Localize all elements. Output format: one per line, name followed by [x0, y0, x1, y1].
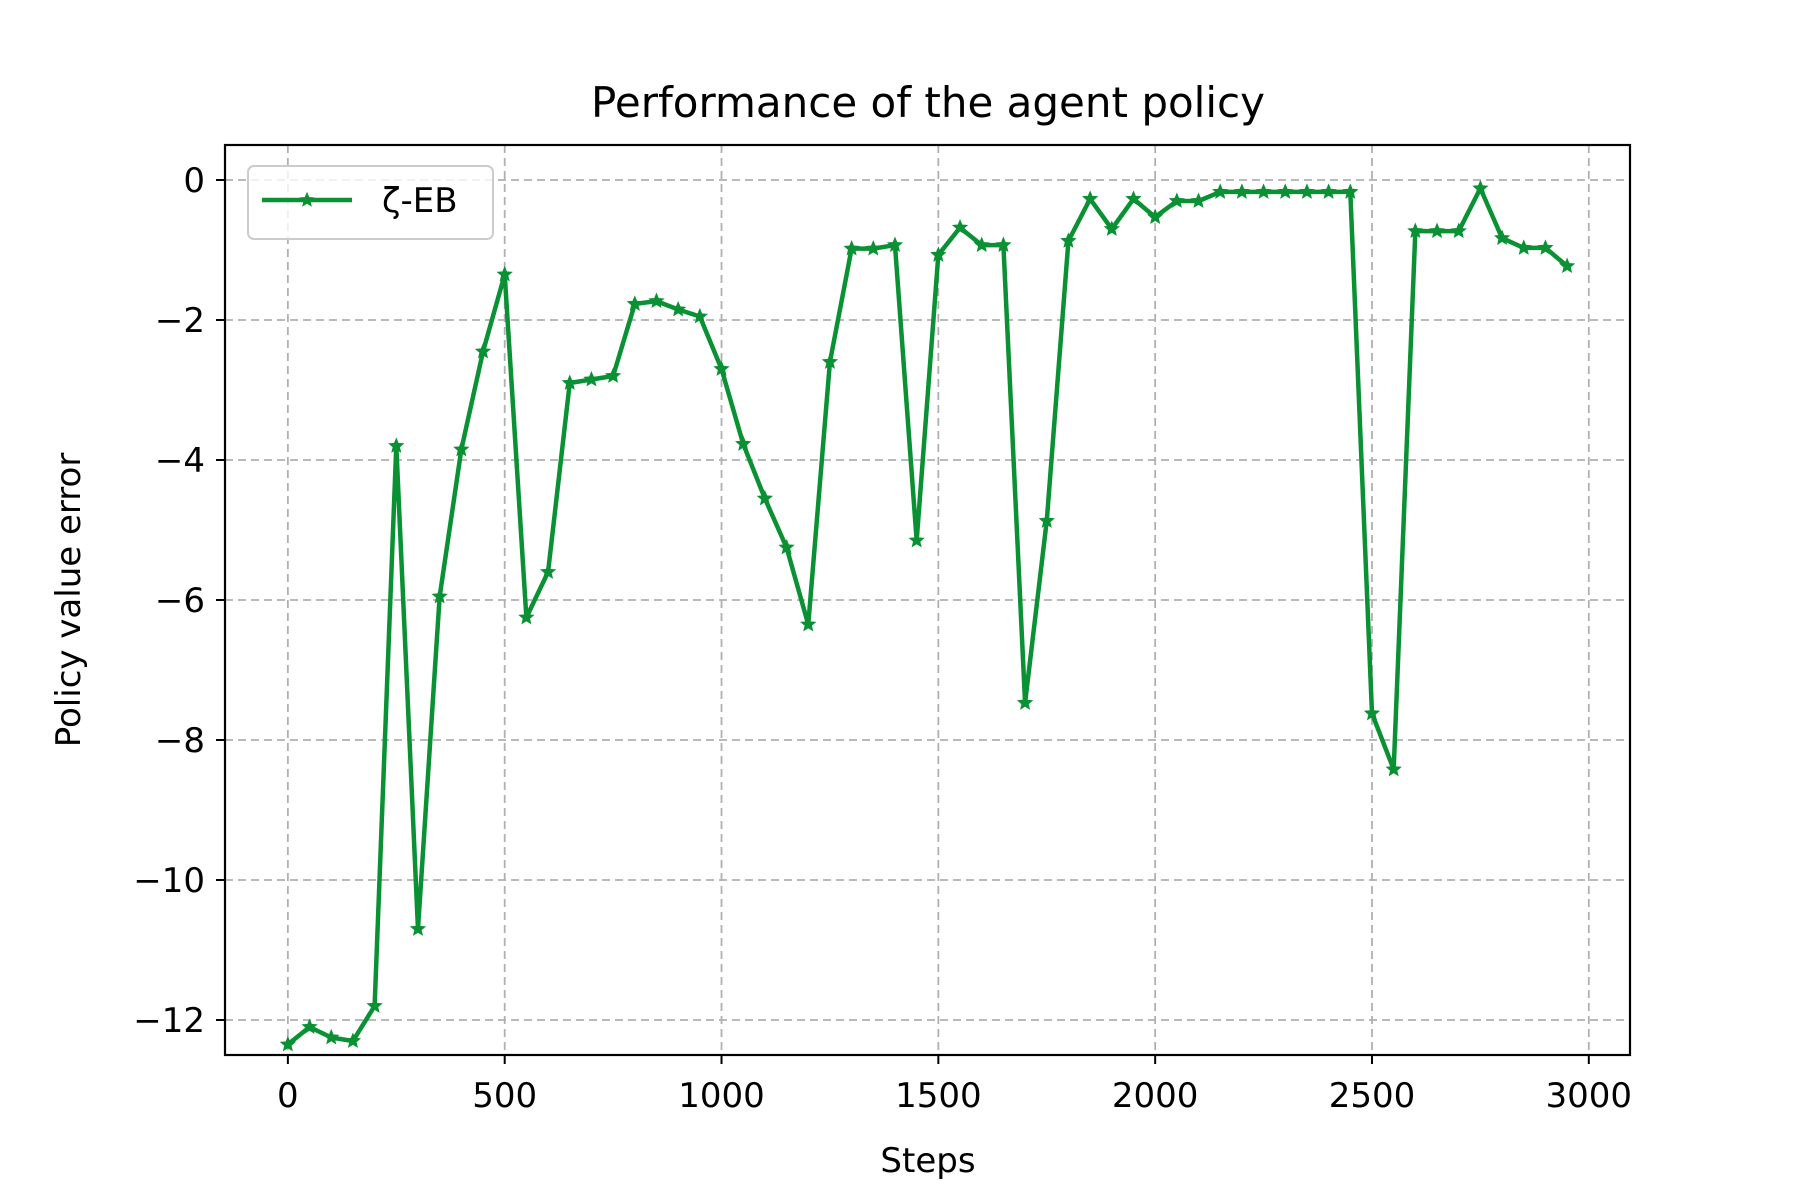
y-tick-label: 0	[183, 161, 205, 201]
data-point	[1168, 192, 1185, 208]
data-point	[778, 538, 795, 555]
data-point	[865, 240, 882, 256]
data-point	[518, 608, 535, 625]
data-point	[431, 587, 448, 604]
data-point	[1190, 192, 1207, 208]
data-point	[1103, 220, 1120, 236]
data-point	[1147, 208, 1164, 225]
data-point	[1450, 222, 1467, 239]
data-point	[1233, 183, 1251, 199]
data-point	[1320, 183, 1337, 199]
data-point	[1298, 183, 1316, 199]
chart-title: Performance of the agent policy	[591, 78, 1265, 127]
data-point	[604, 367, 622, 383]
data-point	[388, 437, 405, 453]
series-layer	[279, 179, 1576, 1052]
data-point	[973, 236, 990, 253]
data-point	[821, 353, 839, 369]
data-point	[409, 920, 427, 936]
x-tick-label: 0	[277, 1076, 299, 1116]
data-point	[1212, 183, 1229, 199]
data-point	[1255, 183, 1272, 199]
data-point	[995, 236, 1012, 253]
data-point	[670, 300, 687, 317]
data-point	[1016, 694, 1034, 710]
data-point	[1363, 704, 1381, 721]
data-point	[908, 531, 925, 548]
x-tick-label: 2500	[1329, 1076, 1416, 1116]
x-tick-label: 2000	[1112, 1076, 1199, 1116]
data-point	[713, 360, 730, 376]
y-tick-label: −6	[155, 581, 205, 621]
data-point	[301, 1018, 318, 1034]
data-point	[1472, 179, 1489, 196]
data-point	[583, 370, 600, 387]
legend: ζ-EB	[247, 165, 494, 240]
y-tick-label: −2	[155, 301, 205, 341]
data-point	[561, 374, 578, 390]
data-point	[648, 292, 665, 309]
y-axis-label: Policy value error	[49, 453, 89, 748]
data-point	[1428, 222, 1446, 239]
data-point	[474, 342, 492, 359]
y-tick-label: −10	[133, 861, 205, 901]
x-tick-label: 3000	[1546, 1076, 1633, 1116]
data-point	[626, 295, 643, 311]
data-point	[800, 615, 817, 632]
data-point	[1060, 232, 1077, 248]
data-point	[1342, 183, 1359, 199]
x-tick-label: 1500	[895, 1076, 982, 1116]
data-point	[453, 440, 470, 457]
y-tick-label: −4	[155, 441, 205, 481]
data-point	[735, 435, 752, 451]
data-point	[1558, 257, 1576, 274]
data-point	[1537, 239, 1554, 255]
data-point	[1038, 512, 1055, 528]
ticks: 0 500 1000 1500 2000 2500 3000 0 −2 −4 −6 −8 −10 −12	[133, 161, 1632, 1116]
data-point	[1081, 190, 1099, 206]
data-point	[344, 1032, 362, 1048]
data-point	[1407, 222, 1424, 239]
data-point	[366, 997, 383, 1013]
x-tick-label: 500	[472, 1076, 537, 1116]
data-point	[1277, 183, 1294, 199]
data-point	[843, 240, 860, 256]
data-point	[323, 1028, 340, 1045]
x-tick-label: 1000	[678, 1076, 765, 1116]
legend-marker-zeta-eb	[299, 191, 315, 207]
x-axis-label: Steps	[880, 1141, 975, 1181]
data-point	[1385, 760, 1402, 777]
data-point	[1515, 239, 1532, 255]
data-point	[1493, 229, 1511, 246]
y-tick-label: −8	[155, 721, 205, 761]
legend-box	[247, 165, 494, 240]
legend-label-zeta-eb: ζ-EB	[382, 181, 458, 221]
series-line-zeta-eb	[286, 186, 1569, 1047]
data-point	[886, 236, 904, 253]
data-point	[756, 489, 774, 506]
data-point	[279, 1035, 297, 1052]
data-point	[951, 219, 969, 235]
data-point	[539, 563, 557, 579]
y-tick-label: −12	[133, 1001, 205, 1041]
data-point	[496, 265, 513, 282]
data-point	[691, 307, 708, 324]
data-point	[930, 246, 947, 262]
data-point	[1125, 190, 1142, 206]
